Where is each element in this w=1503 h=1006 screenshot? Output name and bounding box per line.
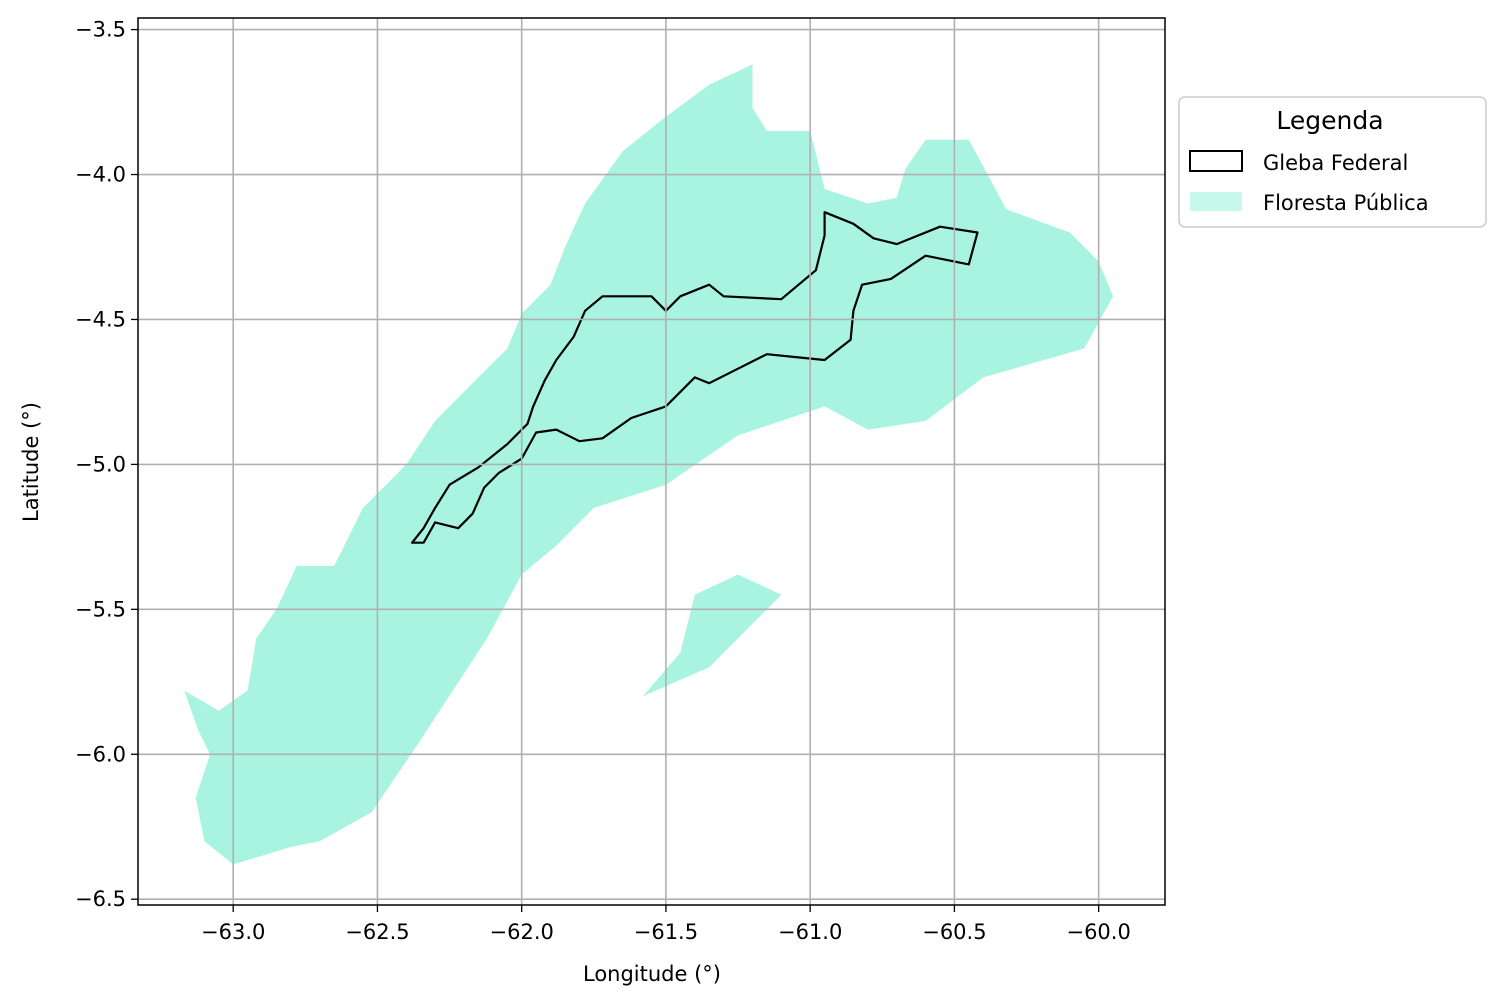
legend-swatch-floresta-publica [1190,192,1242,211]
x-tick-label: −62.0 [490,920,554,944]
y-tick-label: −6.5 [75,887,126,911]
legend-title: Legenda [1276,106,1383,135]
y-axis-ticks: −3.5 −4.0 −4.5 −5.0 −5.5 −6.0 −6.5 [75,18,138,911]
legend: Legenda Gleba Federal Floresta Pública [1178,96,1487,228]
gleba-federal-polygon [411,211,979,544]
legend-swatch-gleba-federal [1189,150,1243,172]
y-tick-label: −4.5 [75,307,126,331]
legend-label-floresta-publica: Floresta Pública [1263,191,1429,215]
x-tick-label: −63.0 [201,920,265,944]
x-tick-label: −61.5 [634,920,698,944]
legend-box [1178,96,1487,228]
legend-label-gleba-federal: Gleba Federal [1263,151,1408,175]
x-tick-label: −60.0 [1066,920,1130,944]
y-tick-label: −3.5 [75,18,126,42]
floresta-publica-polygon [642,574,782,697]
y-tick-label: −6.0 [75,742,126,766]
grid-lines [138,18,1165,905]
x-axis-title: Longitude (°) [583,962,721,986]
y-tick-label: −5.0 [75,452,126,476]
x-tick-label: −61.0 [778,920,842,944]
x-axis-ticks: −63.0 −62.5 −62.0 −61.5 −61.0 −60.5 −60.0 [201,905,1131,944]
y-axis-title: Latitude (°) [19,402,43,522]
y-tick-label: −5.5 [75,597,126,621]
y-tick-label: −4.0 [75,163,126,187]
x-tick-label: −62.5 [345,920,409,944]
x-tick-label: −60.5 [922,920,986,944]
plot-frame [137,17,1166,906]
